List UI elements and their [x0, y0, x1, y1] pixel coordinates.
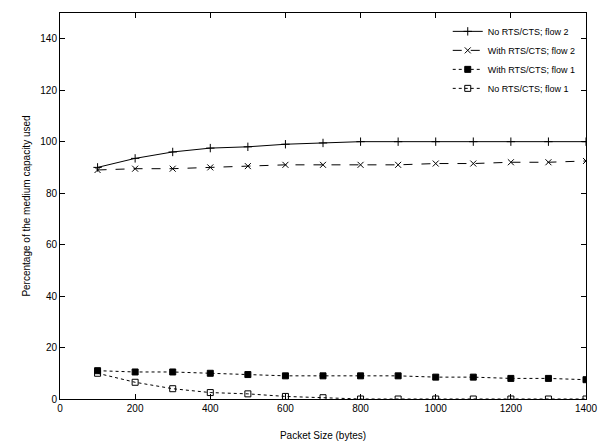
svg-text:800: 800	[352, 403, 369, 414]
svg-text:80: 80	[46, 188, 58, 199]
svg-text:No RTS/CTS; flow 2: No RTS/CTS; flow 2	[488, 27, 569, 37]
svg-text:Packet Size (bytes): Packet Size (bytes)	[280, 430, 366, 441]
svg-text:0: 0	[57, 403, 63, 414]
svg-text:0: 0	[51, 394, 57, 405]
svg-text:100: 100	[40, 136, 57, 147]
svg-text:Percentage of the medium capac: Percentage of the medium capacity used	[21, 115, 32, 296]
svg-text:1200: 1200	[500, 403, 523, 414]
svg-text:20: 20	[46, 342, 58, 353]
svg-text:With RTS/CTS; flow 2: With RTS/CTS; flow 2	[488, 46, 575, 56]
svg-text:With RTS/CTS; flow 1: With RTS/CTS; flow 1	[488, 65, 575, 75]
svg-text:No RTS/CTS; flow 1: No RTS/CTS; flow 1	[488, 84, 569, 94]
svg-text:60: 60	[46, 239, 58, 250]
svg-text:1400: 1400	[575, 403, 598, 414]
svg-text:140: 140	[40, 33, 57, 44]
svg-text:400: 400	[202, 403, 219, 414]
svg-text:200: 200	[127, 403, 144, 414]
svg-text:1000: 1000	[425, 403, 448, 414]
svg-text:40: 40	[46, 291, 58, 302]
svg-text:600: 600	[277, 403, 294, 414]
svg-text:120: 120	[40, 85, 57, 96]
